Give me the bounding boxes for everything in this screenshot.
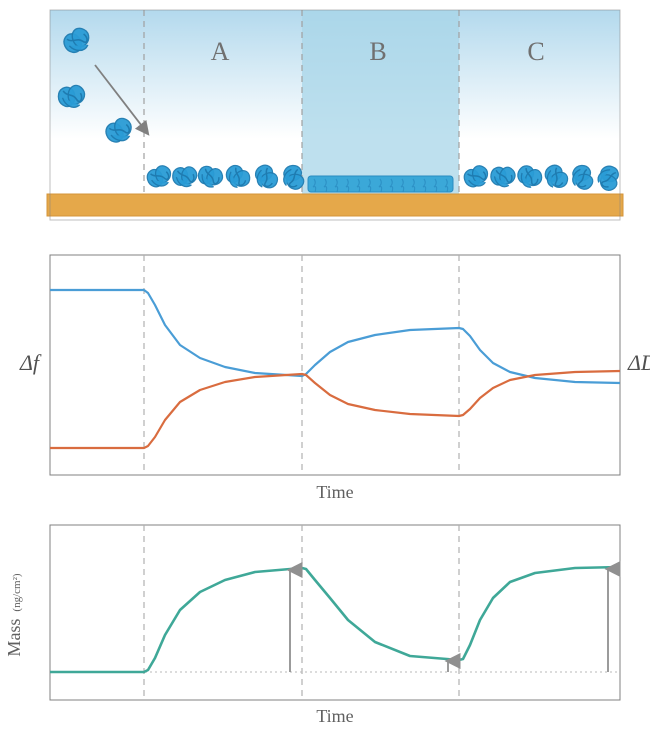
figure-svg: A B C Δf ΔD Time Mass (ng/cm²) Time — [0, 0, 650, 754]
mass-label: Mass (ng/cm²) — [4, 573, 24, 656]
dissipation-curve — [50, 371, 620, 448]
section-label-a: A — [211, 37, 230, 66]
mass-curve — [50, 567, 620, 672]
panel-top-experiment: A B C — [47, 10, 624, 220]
middle-dividers — [144, 255, 459, 475]
frequency-curve — [50, 290, 620, 383]
qcm-d-schematic-figure: A B C Δf ΔD Time Mass (ng/cm²) Time — [0, 0, 650, 754]
mass-arrows — [290, 569, 608, 672]
middle-time-label: Time — [316, 482, 353, 502]
gold-substrate — [47, 194, 623, 216]
bottom-panel-border — [50, 525, 620, 700]
panel-middle-frequency-dissipation: Δf ΔD Time — [19, 255, 650, 502]
delta-f-label: Δf — [19, 350, 42, 375]
middle-panel-border — [50, 255, 620, 475]
collapsed-layer-section-b — [308, 176, 453, 192]
panel-bottom-mass: Mass (ng/cm²) Time — [4, 525, 620, 726]
bottom-dividers — [144, 525, 459, 700]
section-label-b: B — [369, 37, 386, 66]
bottom-time-label: Time — [316, 706, 353, 726]
delta-d-label: ΔD — [627, 350, 650, 375]
section-label-c: C — [527, 37, 544, 66]
